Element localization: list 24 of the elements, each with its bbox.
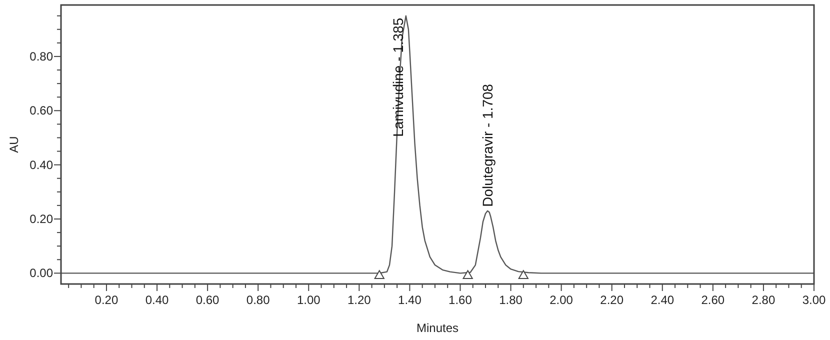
y-axis-title: AU [7,136,21,153]
x-tick-label: 2.40 [650,293,674,307]
x-tick-label: 0.80 [246,293,270,307]
x-tick-label: 2.20 [600,293,624,307]
x-tick-label: 3.00 [802,293,826,307]
x-tick-label: 2.60 [701,293,725,307]
y-tick-label: 0.80 [30,49,54,64]
x-tick-label: 1.40 [398,293,422,307]
x-tick-label: 0.20 [94,293,118,307]
x-tick-label: 1.00 [296,293,321,307]
x-tick-label: 0.40 [145,293,170,307]
x-tick-label: 1.20 [347,293,372,307]
y-tick-label: 0.00 [30,266,54,280]
x-axis-title: Minutes [416,321,459,335]
x-tick-label: 1.80 [499,293,523,307]
y-tick-label: 0.60 [30,104,54,118]
y-tick-label: 0.20 [30,212,54,226]
y-tick-label: 0.40 [30,158,54,172]
x-tick-label: 0.60 [196,293,220,307]
annotation: Dolutegravir - 1.708 [480,84,496,207]
annotation: Lamivudine - 1.385 [390,18,406,137]
x-tick-label: 2.00 [550,293,574,307]
x-tick-label: 2.80 [752,293,776,307]
x-tick-label: 1.60 [448,293,472,307]
